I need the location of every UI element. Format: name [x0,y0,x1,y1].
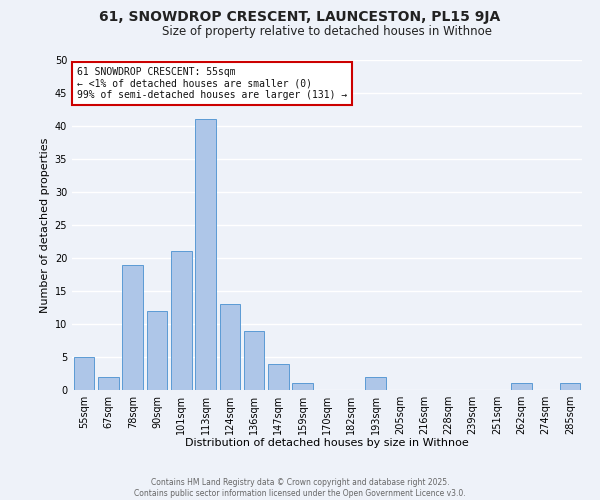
Text: 61 SNOWDROP CRESCENT: 55sqm
← <1% of detached houses are smaller (0)
99% of semi: 61 SNOWDROP CRESCENT: 55sqm ← <1% of det… [77,66,347,100]
Y-axis label: Number of detached properties: Number of detached properties [40,138,50,312]
Text: 61, SNOWDROP CRESCENT, LAUNCESTON, PL15 9JA: 61, SNOWDROP CRESCENT, LAUNCESTON, PL15 … [100,10,500,24]
Bar [195,120,216,390]
Bar [98,377,119,390]
Bar [244,330,265,390]
Bar [122,264,143,390]
Bar [560,384,580,390]
X-axis label: Distribution of detached houses by size in Withnoe: Distribution of detached houses by size … [185,438,469,448]
Bar [74,357,94,390]
Title: Size of property relative to detached houses in Withnoe: Size of property relative to detached ho… [162,25,492,38]
Text: Contains HM Land Registry data © Crown copyright and database right 2025.
Contai: Contains HM Land Registry data © Crown c… [134,478,466,498]
Bar [511,384,532,390]
Bar [171,252,191,390]
Bar [220,304,240,390]
Bar [365,377,386,390]
Bar [292,384,313,390]
Bar [146,311,167,390]
Bar [268,364,289,390]
